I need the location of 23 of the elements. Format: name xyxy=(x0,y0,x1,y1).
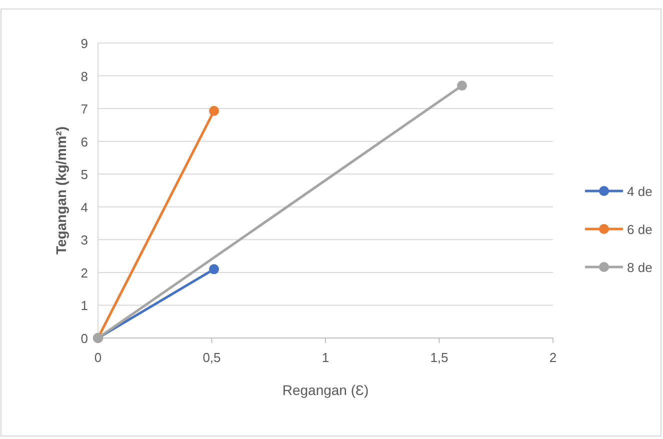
y-tick-label: 4 xyxy=(80,200,88,215)
y-tick-label: 6 xyxy=(80,134,88,150)
point xyxy=(209,264,220,274)
x-tick-label: 2 xyxy=(549,350,557,365)
point xyxy=(209,106,220,116)
y-tick-label: 5 xyxy=(80,167,88,182)
y-axis-title: Tegangan (kg/mm²) xyxy=(53,126,69,255)
y-tick-label: 8 xyxy=(80,68,88,84)
legend-label: 8 de xyxy=(627,260,652,275)
y-tick-label: 9 xyxy=(80,36,88,51)
x-axis-title: Regangan (Ɛ) xyxy=(282,382,369,398)
y-tick-label: 3 xyxy=(80,232,88,248)
x-tick-label: 1,5 xyxy=(430,350,448,365)
y-tick-label: 7 xyxy=(80,102,88,117)
y-tick-label: 0 xyxy=(80,331,88,346)
legend-label: 6 de xyxy=(627,222,652,237)
y-tick-label: 1 xyxy=(80,298,88,314)
point xyxy=(457,80,467,91)
x-tick-label: 0 xyxy=(94,350,102,365)
legend-label: 4 de xyxy=(627,184,652,199)
y-tick-label: 2 xyxy=(80,265,88,280)
x-tick-label: 0,5 xyxy=(202,350,221,365)
x-tick-label: 1 xyxy=(322,350,330,365)
